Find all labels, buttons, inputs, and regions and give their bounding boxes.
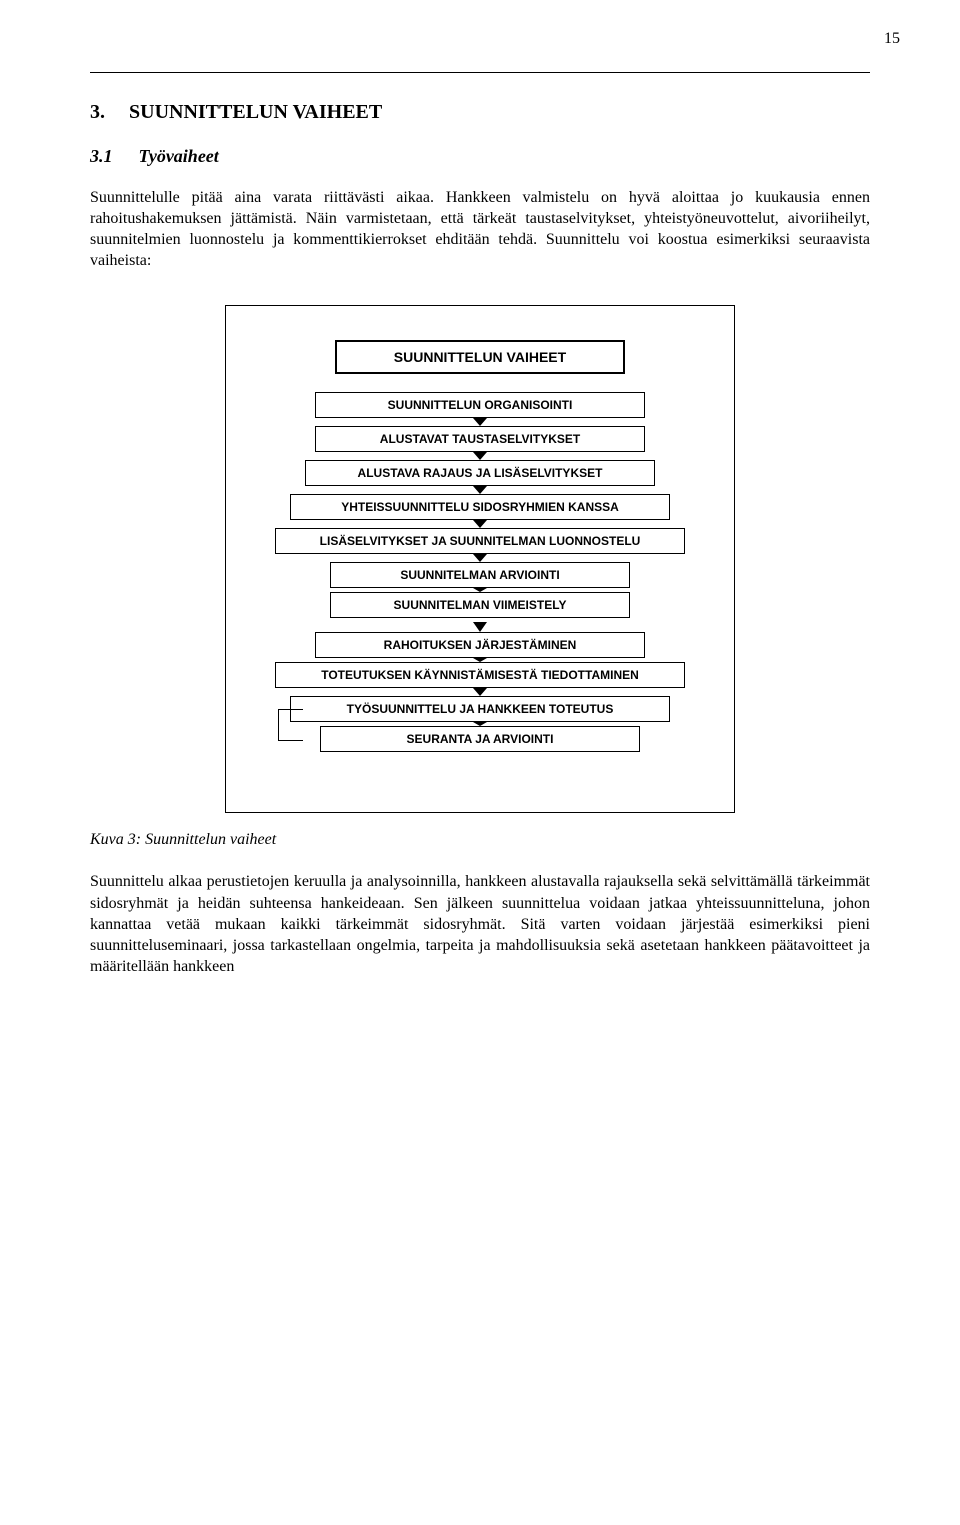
- flowchart-step: LISÄSELVITYKSET JA SUUNNITELMAN LUONNOST…: [275, 528, 685, 554]
- flowchart-body: SUUNNITTELUN ORGANISOINTI ALUSTAVAT TAUST…: [265, 392, 695, 752]
- page-number: 15: [884, 30, 900, 48]
- flowchart-step: RAHOITUKSEN JÄRJESTÄMINEN: [315, 632, 645, 658]
- flowchart-feedback-line: [278, 709, 303, 741]
- flowchart-step: SUUNNITELMAN ARVIOINTI: [330, 562, 630, 588]
- flowchart-step: TYÖSUUNNITTELU JA HANKKEEN TOTEUTUS: [290, 696, 670, 722]
- flowchart-arrow-down-icon: [473, 452, 487, 460]
- flowchart-arrow-down-icon: [473, 554, 487, 562]
- heading-1-text: SUUNNITTELUN VAIHEET: [129, 101, 382, 123]
- flowchart-title: SUUNNITTELUN VAIHEET: [335, 340, 625, 374]
- flowchart-arrow-down-icon: [473, 520, 487, 528]
- header-rule: [90, 72, 870, 73]
- flowchart-container: SUUNNITTELUN VAIHEET SUUNNITTELUN ORGANI…: [225, 305, 735, 813]
- flowchart-arrow-down-icon: [473, 486, 487, 494]
- flowchart-step: SUUNNITELMAN VIIMEISTELY: [330, 592, 630, 618]
- flowchart-arrow-down-icon: [473, 688, 487, 696]
- flowchart-step: SEURANTA JA ARVIOINTI: [320, 726, 640, 752]
- flowchart-step: ALUSTAVAT TAUSTASELVITYKSET: [315, 426, 645, 452]
- heading-2: 3.1 Työvaiheet: [90, 146, 870, 167]
- heading-2-number: 3.1: [90, 146, 134, 167]
- heading-1: 3. SUUNNITTELUN VAIHEET: [90, 101, 870, 124]
- flowchart-step: SUUNNITTELUN ORGANISOINTI: [315, 392, 645, 418]
- flowchart-arrow-down-icon: [473, 418, 487, 426]
- paragraph-after-figure: Suunnittelu alkaa perustietojen keruulla…: [90, 871, 870, 977]
- heading-2-text: Työvaiheet: [139, 146, 219, 166]
- page: 15 3. SUUNNITTELUN VAIHEET 3.1 Työvaihee…: [0, 0, 960, 1525]
- figure-caption: Kuva 3: Suunnittelun vaiheet: [90, 831, 870, 849]
- heading-1-number: 3.: [90, 101, 124, 124]
- flowchart-step: ALUSTAVA RAJAUS JA LISÄSELVITYKSET: [305, 460, 655, 486]
- flowchart-step: TOTEUTUKSEN KÄYNNISTÄMISESTÄ TIEDOTTAMIN…: [275, 662, 685, 688]
- paragraph-intro: Suunnittelulle pitää aina varata riittäv…: [90, 187, 870, 271]
- flowchart-step: YHTEISSUUNNITTELU SIDOSRYHMIEN KANSSA: [290, 494, 670, 520]
- flowchart-arrow-down-icon: [473, 618, 487, 632]
